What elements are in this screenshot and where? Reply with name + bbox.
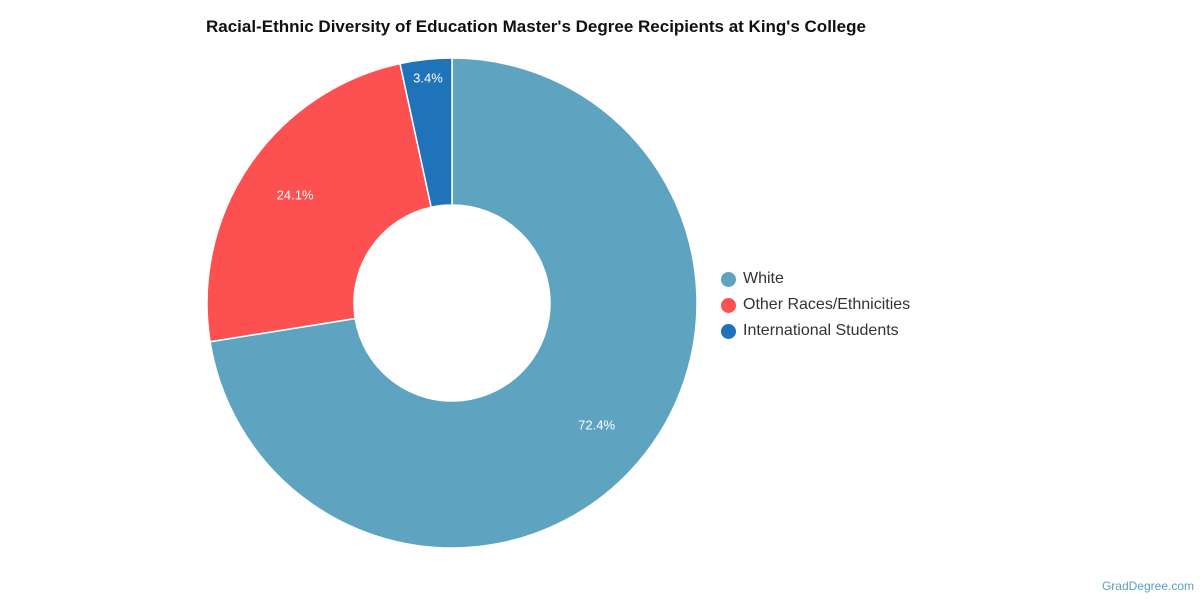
legend-marker-icon — [721, 323, 736, 339]
credit-link[interactable]: GradDegree.com — [1101, 579, 1194, 593]
slice-white[interactable] — [209, 57, 698, 549]
legend-label: Other Races/Ethnicities — [743, 296, 911, 313]
slice-label: 24.1% — [277, 187, 314, 202]
chart-title: Racial-Ethnic Diversity of Education Mas… — [206, 17, 866, 36]
legend-marker-icon — [721, 271, 736, 287]
slice-labels: 72.4% 24.1% 3.4% — [277, 71, 616, 433]
chart-legend: White Other Races/Ethnicities Internatio… — [721, 266, 910, 344]
slice-international-students[interactable] — [399, 57, 453, 209]
legend-item-international[interactable]: International Students — [721, 318, 910, 344]
legend-item-other-races[interactable]: Other Races/Ethnicities — [721, 292, 910, 318]
legend-item-white[interactable]: White — [721, 266, 910, 292]
legend-marker-icon — [721, 297, 736, 313]
slice-label: 72.4% — [578, 418, 615, 433]
legend-label: International Students — [743, 322, 899, 339]
donut-slices — [206, 57, 698, 549]
slice-label: 3.4% — [413, 71, 443, 86]
slice-other-races-ethnicities[interactable] — [206, 62, 433, 343]
legend-label: White — [743, 270, 784, 287]
